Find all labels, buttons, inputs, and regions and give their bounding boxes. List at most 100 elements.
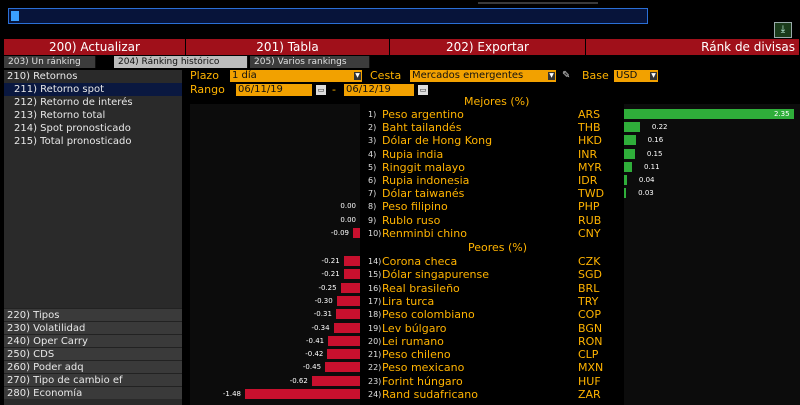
bar-value-label: 0.16 (647, 136, 664, 145)
tab-multiple-rankings[interactable]: 205) Varios rankings (250, 56, 370, 68)
currency-code: RON (578, 334, 603, 348)
positive-bar (624, 161, 632, 172)
rank-number: 22) (368, 363, 382, 373)
plazo-value: 1 día (232, 70, 257, 81)
export-button[interactable]: 202) Exportar (390, 39, 586, 55)
bar-value-label: 0.00 (340, 202, 356, 211)
rank-number: 20) (368, 336, 382, 346)
rank-number: 17) (368, 296, 382, 306)
negative-bar (245, 389, 360, 399)
positive-bar (624, 188, 627, 199)
sidebar-item-cds[interactable]: 250) CDS (4, 347, 182, 360)
rango-label: Rango (190, 83, 225, 96)
currency-name[interactable]: Peso filipino (382, 200, 448, 214)
bar-value-label: -1.48 (222, 390, 241, 398)
currency-name[interactable]: Lira turca (382, 294, 435, 308)
sidebar-item-volatility[interactable]: 230) Volatilidad (4, 321, 182, 334)
chevron-down-icon: ▼ (548, 72, 555, 80)
currency-code: CNY (578, 226, 601, 240)
currency-name[interactable]: Real brasileño (382, 281, 460, 295)
currency-name[interactable]: Rand sudafricano (382, 388, 478, 401)
bar-value-label: -0.31 (313, 310, 332, 319)
currency-name[interactable]: Renminbi chino (382, 226, 467, 240)
bar-value-label: -0.09 (330, 228, 349, 237)
currency-name[interactable]: Peso colombiano (382, 308, 475, 322)
currency-name[interactable]: Peso mexicano (382, 361, 465, 375)
tab-historical-ranking[interactable]: 204) Ránking histórico (114, 56, 248, 68)
currency-name[interactable]: Rupia indonesia (382, 174, 470, 187)
sidebar: 210) Retornos 211) Retorno spot 212) Ret… (4, 70, 182, 405)
sidebar-item-ppp[interactable]: 260) Poder adq (4, 360, 182, 373)
currency-code: COP (578, 308, 601, 322)
rank-number: 18) (368, 310, 382, 320)
cesta-select[interactable]: Mercados emergentes ▼ (410, 70, 556, 82)
rank-number: 2) (368, 123, 377, 133)
cesta-label: Cesta (370, 69, 402, 82)
currency-name[interactable]: Lei rumano (382, 334, 444, 348)
currency-name[interactable]: Baht tailandés (382, 121, 462, 135)
currency-code: IDR (578, 174, 598, 187)
table-button[interactable]: 201) Tabla (186, 39, 390, 55)
end-date-field[interactable]: 06/12/19 (344, 84, 414, 96)
sidebar-item-returns[interactable]: 210) Retornos (7, 71, 78, 82)
bar-value-label: -0.41 (306, 336, 325, 345)
currency-code: MXN (578, 361, 604, 375)
command-input[interactable] (8, 8, 648, 24)
currency-name[interactable]: Dólar singapurense (382, 268, 489, 282)
calendar-icon[interactable]: ▭ (418, 85, 428, 95)
rank-number: 14) (368, 257, 382, 266)
bar-value-label: -0.34 (311, 323, 330, 332)
negative-bar (340, 282, 360, 293)
negative-bar (343, 269, 360, 280)
base-value: USD (616, 70, 638, 81)
rank-number: 23) (368, 376, 382, 386)
currency-name[interactable]: Forint húngaro (382, 374, 463, 388)
currency-name[interactable]: Dólar taiwanés (382, 187, 465, 201)
plazo-select[interactable]: 1 día ▼ (230, 70, 362, 82)
sidebar-item-interest-return[interactable]: 212) Retorno de interés (14, 97, 133, 108)
currency-code: CLP (578, 348, 599, 362)
sidebar-item-carry[interactable]: 240) Oper Carry (4, 334, 182, 347)
rank-number: 24) (368, 390, 382, 399)
base-label: Base (582, 69, 609, 82)
currency-name[interactable]: Corona checa (382, 255, 458, 268)
sidebar-item-effective-rate[interactable]: 270) Tipo de cambio ef (4, 373, 182, 386)
currency-name[interactable]: Dólar de Hong Kong (382, 134, 493, 148)
tab-one-ranking[interactable]: 203) Un ránking (4, 56, 96, 68)
worst-section-title: Peores (%) (468, 241, 528, 254)
bar-value-label: -0.42 (305, 350, 324, 359)
pencil-icon[interactable]: ✎ (562, 70, 571, 81)
toolbar: 200) Actualizar 201) Tabla 202) Exportar… (4, 39, 800, 55)
rank-number: 21) (368, 350, 382, 360)
bar-value-label: -0.25 (318, 283, 337, 292)
positive-bar (624, 122, 640, 133)
sidebar-item-total-return[interactable]: 213) Retorno total (14, 110, 106, 121)
bar-value-label: 0.00 (340, 215, 356, 224)
base-select[interactable]: USD ▼ (614, 70, 658, 82)
chevron-down-icon: ▼ (354, 72, 361, 80)
currency-name[interactable]: Lev búlgaro (382, 321, 447, 335)
currency-name[interactable]: Rupia india (382, 147, 444, 161)
rank-number: 7) (368, 189, 377, 199)
sidebar-item-types[interactable]: 220) Tipos (4, 308, 182, 321)
negative-bar-area (190, 104, 360, 405)
sidebar-item-economy[interactable]: 280) Economía (4, 386, 182, 399)
sidebar-item-forecast-total[interactable]: 215) Total pronosticado (14, 136, 132, 147)
bar-value-label: 2.35 (774, 110, 790, 118)
best-section-title: Mejores (%) (464, 95, 530, 108)
positive-bar (624, 109, 794, 119)
update-button[interactable]: 200) Actualizar (4, 39, 186, 55)
currency-code: THB (578, 121, 601, 135)
sidebar-item-spot-return[interactable]: 211) Retorno spot (4, 83, 182, 96)
calendar-icon[interactable]: ▭ (316, 85, 326, 95)
currency-name[interactable]: Ringgit malayo (382, 160, 465, 174)
export-excel-icon[interactable]: ⤓ (774, 22, 792, 38)
currency-name[interactable]: Peso argentino (382, 108, 464, 121)
rank-number: 4) (368, 149, 377, 159)
start-date-field[interactable]: 06/11/19 (236, 84, 312, 96)
currency-name[interactable]: Peso chileno (382, 348, 451, 362)
negative-bar (311, 375, 360, 386)
sidebar-item-forecast-spot[interactable]: 214) Spot pronosticado (14, 123, 131, 134)
positive-bar-area (624, 104, 800, 405)
currency-name[interactable]: Rublo ruso (382, 213, 441, 227)
